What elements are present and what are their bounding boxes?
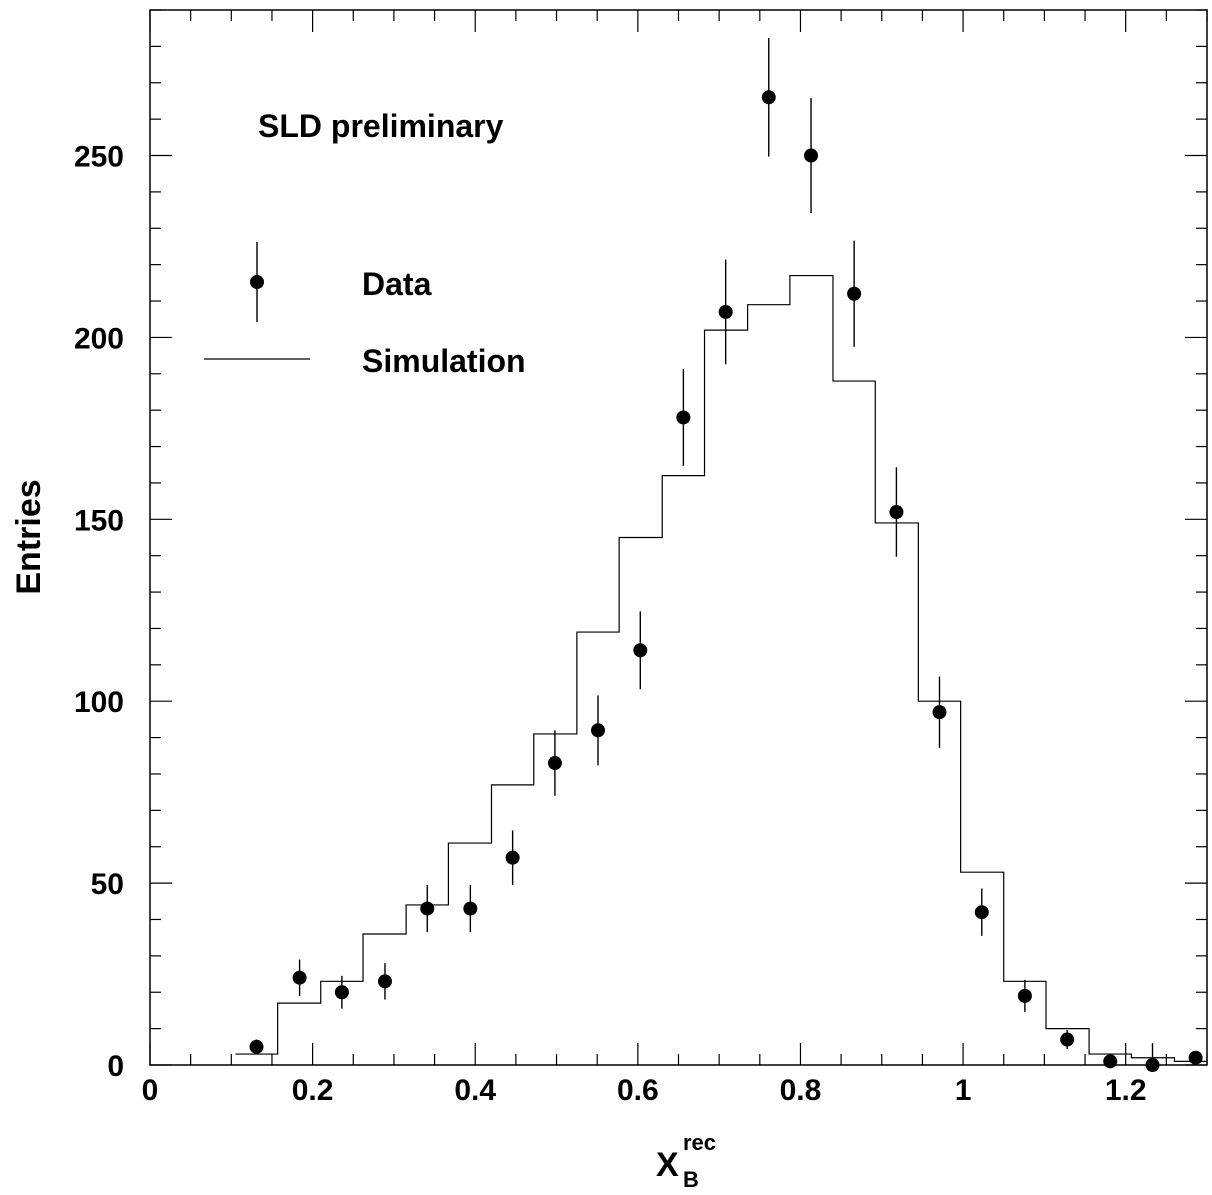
legend-data-label: Data bbox=[362, 266, 432, 302]
data-point bbox=[463, 901, 478, 916]
axis-ticks bbox=[149, 9, 1208, 1066]
data-point bbox=[718, 304, 733, 319]
data-point bbox=[505, 850, 520, 865]
x-tick-labels: 0 0.2 0.4 0.6 0.8 1 1.2 bbox=[142, 1074, 1147, 1107]
y-tick-label: 100 bbox=[74, 686, 124, 719]
data-points bbox=[249, 38, 1203, 1072]
x-tick-label: 1 bbox=[955, 1074, 972, 1107]
x-tick-label: 0.2 bbox=[292, 1074, 334, 1107]
x-axis-label-subscript: B bbox=[683, 1167, 699, 1192]
x-tick-label: 0.6 bbox=[617, 1074, 659, 1107]
data-point bbox=[1017, 988, 1032, 1003]
data-point bbox=[804, 148, 819, 163]
y-axis-label: Entries bbox=[10, 479, 48, 594]
x-axis-label-superscript: rec bbox=[683, 1130, 716, 1155]
y-tick-label: 50 bbox=[91, 868, 124, 901]
data-point bbox=[676, 410, 691, 425]
data-point bbox=[334, 985, 349, 1000]
x-tick-label: 0.8 bbox=[780, 1074, 822, 1107]
x-axis-label: X rec B bbox=[656, 1130, 716, 1192]
data-point bbox=[1188, 1050, 1203, 1065]
y-tick-labels: 0 50 100 150 200 250 bbox=[74, 141, 124, 1083]
x-axis-label-main: X bbox=[656, 1146, 679, 1184]
y-tick-label: 200 bbox=[74, 322, 124, 355]
legend-simulation-label: Simulation bbox=[362, 343, 526, 379]
data-point bbox=[974, 905, 989, 920]
data-point bbox=[292, 970, 307, 985]
plot-frame bbox=[149, 9, 1208, 1066]
data-point bbox=[633, 643, 648, 658]
x-tick-label: 1.2 bbox=[1105, 1074, 1147, 1107]
data-point bbox=[932, 705, 947, 720]
chart-annotation: SLD preliminary bbox=[258, 108, 504, 144]
legend: Data Simulation bbox=[204, 242, 526, 379]
data-point bbox=[1145, 1058, 1160, 1072]
data-point bbox=[249, 1039, 264, 1054]
data-point bbox=[420, 901, 435, 916]
data-point bbox=[547, 756, 562, 771]
data-point bbox=[889, 505, 904, 520]
data-point bbox=[1060, 1032, 1075, 1047]
data-point bbox=[377, 974, 392, 989]
data-point bbox=[761, 90, 776, 105]
data-point bbox=[1103, 1054, 1118, 1069]
legend-data-marker bbox=[250, 275, 264, 289]
simulation-histogram bbox=[235, 274, 1207, 1062]
y-tick-label: 250 bbox=[74, 141, 124, 174]
data-point bbox=[847, 286, 862, 301]
data-point bbox=[591, 723, 606, 738]
x-tick-label: 0 bbox=[142, 1074, 159, 1107]
x-tick-label: 0.4 bbox=[454, 1074, 496, 1107]
y-tick-label: 0 bbox=[107, 1050, 124, 1083]
y-tick-label: 150 bbox=[74, 504, 124, 537]
